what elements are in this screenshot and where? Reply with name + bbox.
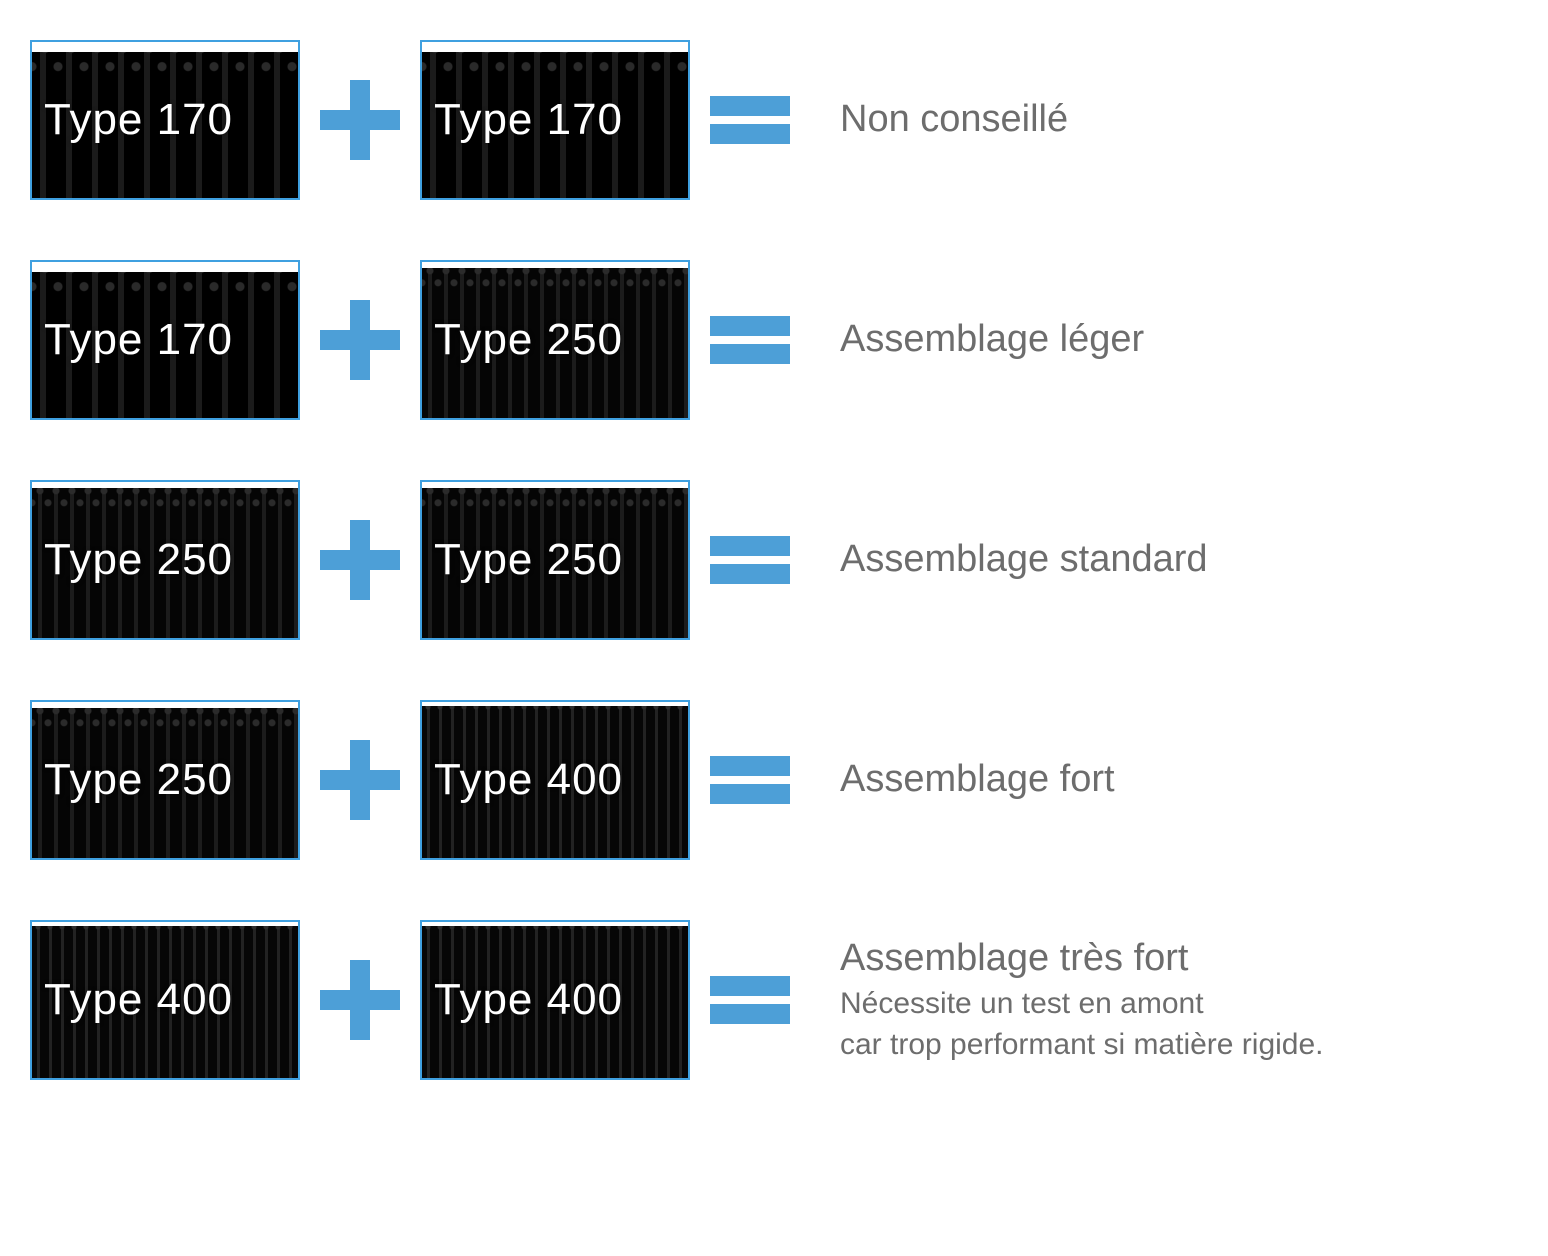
equals-icon	[710, 80, 790, 160]
result-text: Assemblage fort	[840, 757, 1115, 803]
type-tile-right: Type 400	[420, 920, 690, 1080]
result-sub-line: Nécessite un test en amont	[840, 984, 1324, 1023]
type-label: Type 170	[434, 95, 623, 145]
type-label: Type 170	[44, 315, 233, 365]
combination-row: Type 250 Type 250 Assemblage standard	[30, 480, 1518, 640]
plus-icon	[320, 960, 400, 1040]
type-label: Type 250	[44, 755, 233, 805]
combinations-list: Type 170 Type 170 Non conseillé Type 170	[30, 40, 1518, 1080]
result-text: Assemblage très fort Nécessite un test e…	[840, 936, 1324, 1064]
type-label: Type 400	[44, 975, 233, 1025]
result-main: Assemblage standard	[840, 537, 1208, 583]
type-label: Type 250	[434, 535, 623, 585]
combination-row: Type 170 Type 250 Assemblage léger	[30, 260, 1518, 420]
result-main: Assemblage léger	[840, 317, 1144, 363]
type-label: Type 400	[434, 975, 623, 1025]
result-text: Non conseillé	[840, 97, 1068, 143]
plus-icon	[320, 300, 400, 380]
type-tile-left: Type 170	[30, 260, 300, 420]
type-label: Type 250	[44, 535, 233, 585]
result-sub-line: car trop performant si matière rigide.	[840, 1025, 1324, 1064]
plus-icon	[320, 80, 400, 160]
type-tile-left: Type 250	[30, 480, 300, 640]
plus-icon	[320, 520, 400, 600]
equals-icon	[710, 520, 790, 600]
type-tile-right: Type 400	[420, 700, 690, 860]
type-tile-right: Type 250	[420, 480, 690, 640]
result-text: Assemblage léger	[840, 317, 1144, 363]
result-main: Non conseillé	[840, 97, 1068, 143]
type-tile-left: Type 400	[30, 920, 300, 1080]
plus-icon	[320, 740, 400, 820]
equals-icon	[710, 300, 790, 380]
result-main: Assemblage très fort	[840, 936, 1324, 982]
type-tile-right: Type 250	[420, 260, 690, 420]
type-tile-left: Type 170	[30, 40, 300, 200]
type-label: Type 400	[434, 755, 623, 805]
result-main: Assemblage fort	[840, 757, 1115, 803]
equals-icon	[710, 740, 790, 820]
type-tile-right: Type 170	[420, 40, 690, 200]
equals-icon	[710, 960, 790, 1040]
type-label: Type 250	[434, 315, 623, 365]
combination-row: Type 250 Type 400 Assemblage fort	[30, 700, 1518, 860]
combination-row: Type 170 Type 170 Non conseillé	[30, 40, 1518, 200]
type-label: Type 170	[44, 95, 233, 145]
type-tile-left: Type 250	[30, 700, 300, 860]
result-text: Assemblage standard	[840, 537, 1208, 583]
combination-row: Type 400 Type 400 Assemblage très fort N…	[30, 920, 1518, 1080]
